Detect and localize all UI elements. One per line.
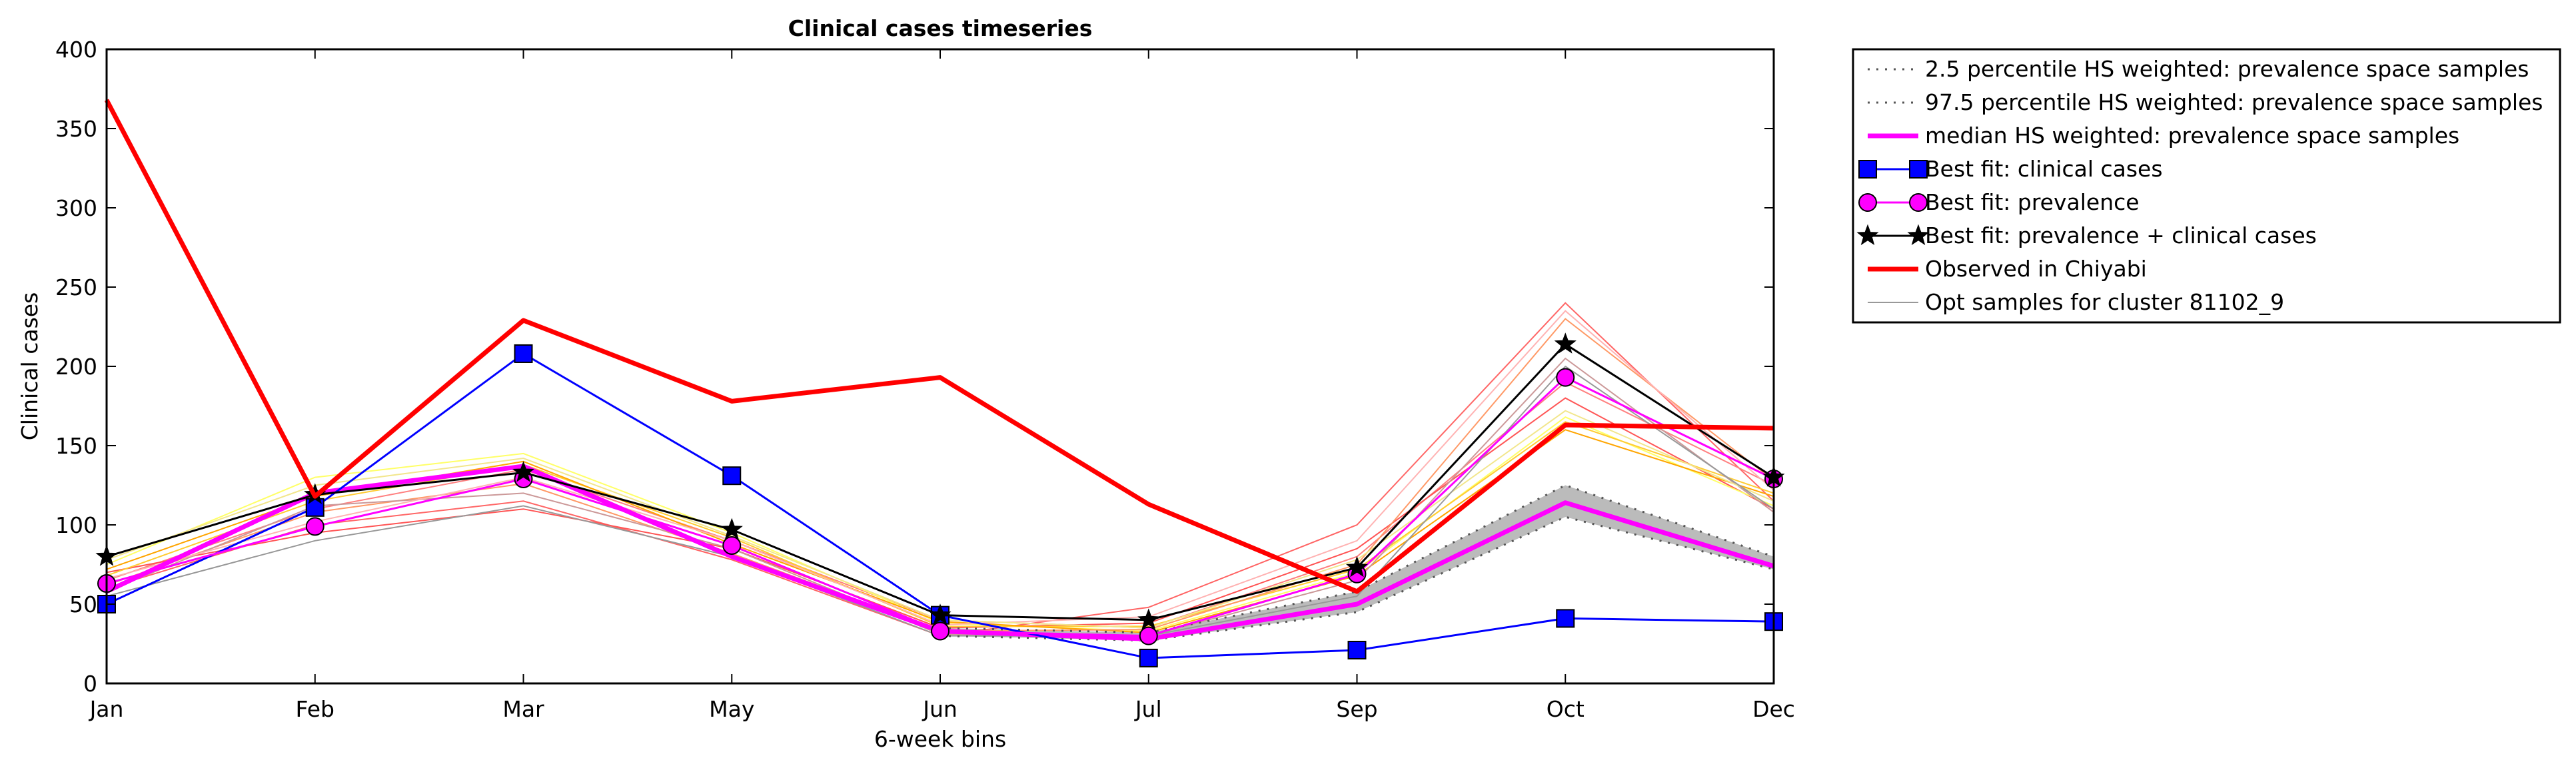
x-tick-label-5: Jun bbox=[922, 696, 958, 722]
x-tick-label-6: Jul bbox=[1134, 696, 1162, 722]
x-tick-label-3: Mar bbox=[502, 696, 544, 722]
series-4-point-7 bbox=[1347, 641, 1367, 660]
y-tick-label-8: 350 bbox=[55, 116, 97, 142]
sample-line-8 bbox=[106, 357, 1774, 637]
legend-label-6: Best fit: prevalence + clinical cases bbox=[1925, 222, 2317, 248]
legend-marker-start-6 bbox=[1856, 224, 1879, 246]
legend-label-1: 2.5 percentile HS weighted: prevalence s… bbox=[1925, 56, 2529, 82]
y-tick-label-3: 100 bbox=[55, 512, 97, 538]
legend-marker-start-4 bbox=[1858, 160, 1877, 179]
series-6-point-5 bbox=[929, 603, 952, 625]
x-axis-label: 6-week bins bbox=[874, 726, 1006, 752]
legend-box bbox=[1852, 48, 2561, 324]
legend-marker-end-6 bbox=[1907, 224, 1930, 246]
sample-line-7 bbox=[106, 318, 1774, 632]
series-line-7 bbox=[104, 99, 1774, 594]
y-tick-label-4: 150 bbox=[55, 433, 97, 459]
legend-marker-start-5 bbox=[1858, 193, 1877, 212]
series-5-point-5 bbox=[931, 621, 950, 641]
sample-line-1 bbox=[106, 302, 1774, 637]
series-4-point-6 bbox=[1139, 648, 1158, 667]
x-tick-label-2: Feb bbox=[296, 696, 334, 722]
legend-label-2: 97.5 percentile HS weighted: prevalence … bbox=[1925, 89, 2543, 115]
y-tick-label-1: 0 bbox=[83, 671, 97, 697]
legend-marker-end-4 bbox=[1909, 160, 1928, 179]
series-6-point-6 bbox=[1137, 608, 1160, 629]
y-axis-label: Clinical cases bbox=[17, 292, 43, 441]
series-4-point-3 bbox=[514, 344, 533, 363]
x-tick-labels: Jan Feb Mar May Jun Jul Sep Oct Dec bbox=[89, 696, 1795, 722]
legend: 2.5 percentile HS weighted: prevalence s… bbox=[1852, 48, 2561, 324]
legend-label-3: median HS weighted: prevalence space sam… bbox=[1925, 123, 2459, 149]
y-tick-label-5: 200 bbox=[55, 354, 97, 380]
plot-area bbox=[95, 99, 1785, 667]
y-tick-label-2: 50 bbox=[69, 591, 97, 617]
series-line-2 bbox=[940, 484, 1774, 634]
series-4-point-4 bbox=[722, 466, 742, 486]
legend-label-4: Best fit: clinical cases bbox=[1925, 156, 2163, 182]
series-5-point-6 bbox=[1139, 626, 1158, 645]
chart-title: Clinical cases timeseries bbox=[788, 15, 1093, 41]
series-6-point-3 bbox=[512, 461, 535, 482]
y-tick-label-7: 300 bbox=[55, 195, 97, 221]
series-line-1 bbox=[940, 516, 1774, 642]
series-5-point-2 bbox=[305, 517, 324, 536]
legend-marker-end-5 bbox=[1909, 193, 1928, 212]
x-tick-label-1: Jan bbox=[89, 696, 124, 722]
x-tick-label-8: Oct bbox=[1547, 696, 1585, 722]
legend-label-8: Opt samples for cluster 81102_9 bbox=[1925, 289, 2284, 315]
series-6-point-7 bbox=[1345, 556, 1369, 578]
plot-frame bbox=[105, 48, 1775, 685]
y-tick-label-9: 400 bbox=[55, 37, 97, 63]
x-tick-label-4: May bbox=[709, 696, 754, 722]
sample-line-9 bbox=[106, 310, 1774, 625]
series-5-point-4 bbox=[722, 536, 742, 555]
axis-ticks bbox=[106, 49, 1774, 684]
series-6-point-8 bbox=[1554, 332, 1577, 354]
x-tick-label-9: Dec bbox=[1752, 696, 1795, 722]
series-5-point-8 bbox=[1556, 368, 1575, 387]
series-6-point-4 bbox=[720, 518, 743, 540]
x-tick-label-7: Sep bbox=[1336, 696, 1377, 722]
y-tick-labels: 0 50 100 150 200 250 300 350 400 bbox=[55, 37, 97, 697]
legend-label-5: Best fit: prevalence bbox=[1925, 189, 2140, 215]
sample-line-2 bbox=[106, 381, 1774, 629]
uncertainty-band bbox=[940, 485, 1774, 641]
series-line-6 bbox=[106, 343, 1774, 621]
series-4-point-8 bbox=[1556, 609, 1575, 628]
legend-label-7: Observed in Chiyabi bbox=[1925, 256, 2147, 282]
y-tick-label-6: 250 bbox=[55, 274, 97, 300]
